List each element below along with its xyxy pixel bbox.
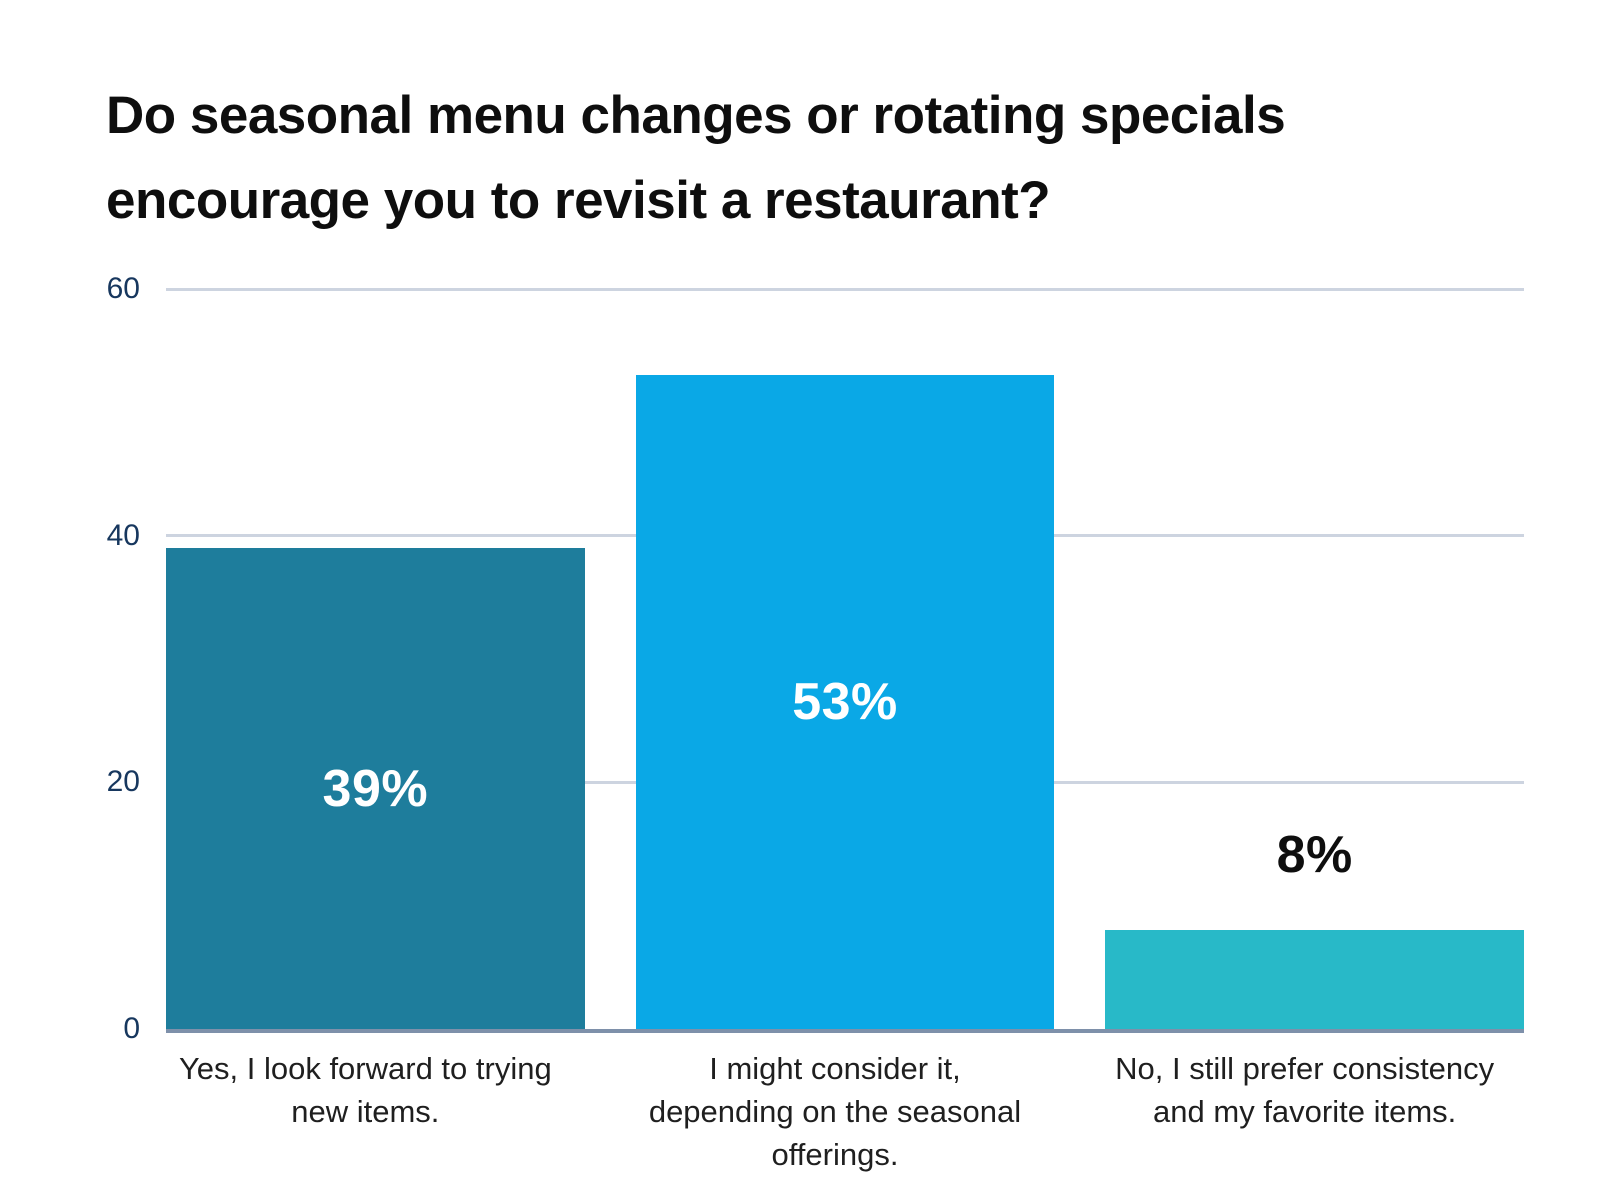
x-axis-category-label: No, I still prefer consistency and my fa… xyxy=(1115,1051,1495,1129)
x-axis-category-label: Yes, I look forward to trying new items. xyxy=(178,1051,552,1129)
bar-value-label: 53% xyxy=(792,673,898,732)
x-axis-baseline xyxy=(166,1029,1524,1033)
y-axis-tick-label: 60 xyxy=(106,272,140,305)
bar-value-label: 8% xyxy=(1276,826,1353,885)
bar: 8% xyxy=(1105,826,1524,1029)
plot-area: 39% 53% 8% xyxy=(166,287,1524,1029)
y-axis-tick-label: 40 xyxy=(106,518,140,552)
bar-value-label: 39% xyxy=(322,759,429,818)
bar: 39% xyxy=(166,548,585,1029)
y-axis-tick-label: 0 xyxy=(123,1012,140,1045)
y-axis-tick-label: 20 xyxy=(106,765,140,799)
gridline xyxy=(166,287,1524,291)
x-axis-category-label: I might consider it, depending on the se… xyxy=(648,1051,1022,1172)
chart-title: Do seasonal menu changes or rotating spe… xyxy=(106,86,1286,230)
bar: 53% xyxy=(635,375,1055,1029)
